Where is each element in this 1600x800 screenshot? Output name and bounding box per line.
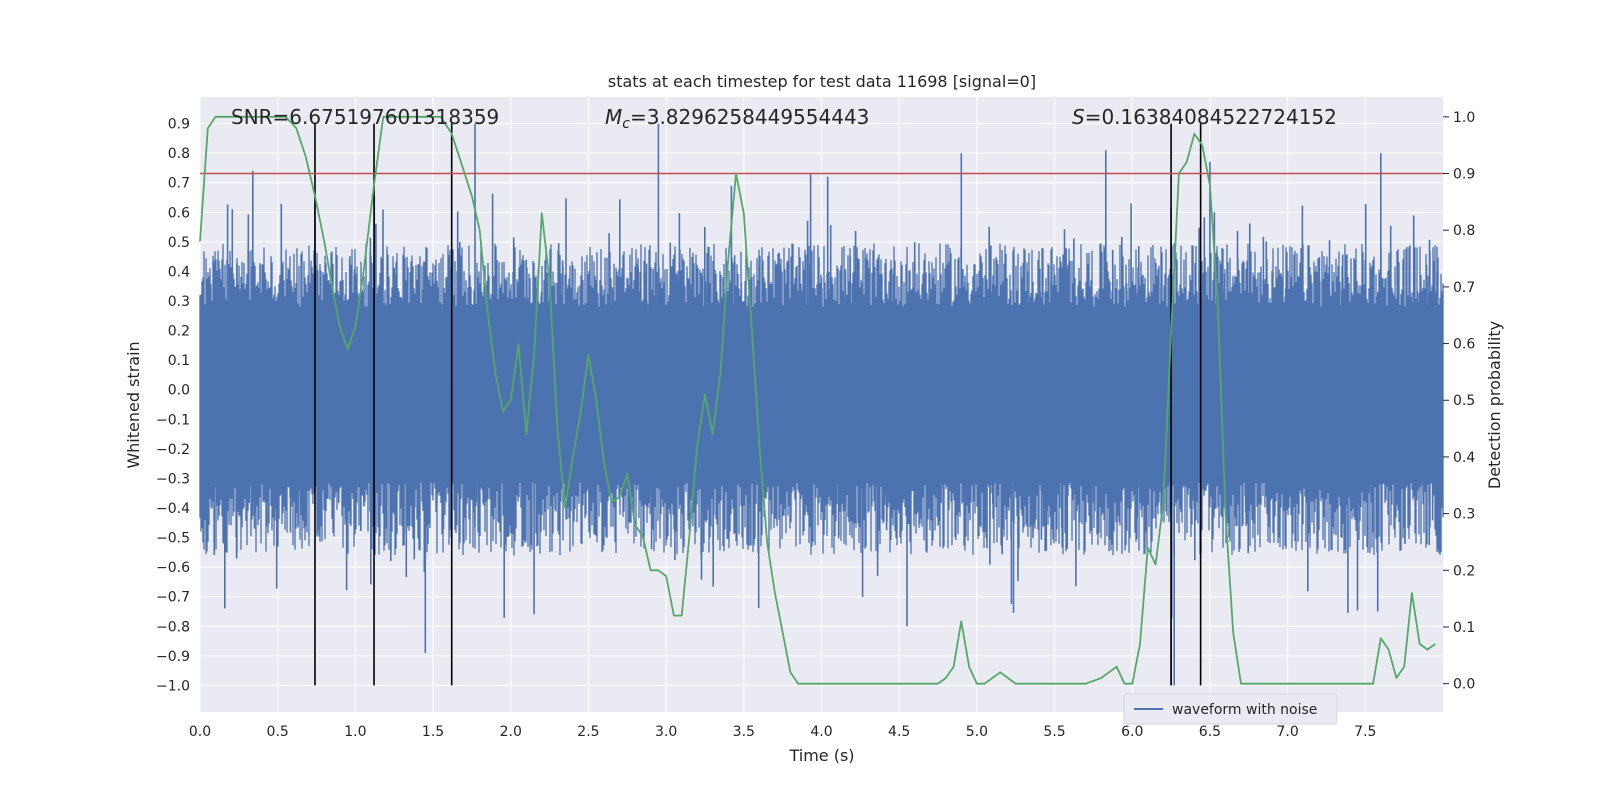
x-ticks: 0.0 0.5 1.0 1.5 2.0 2.5 3.0 3.5 4.0 4.5 5.0 5.5 6.0 6… [189, 724, 1377, 740]
y2-tick-label: 1.0 [1453, 110, 1475, 126]
mc-symbol: M [605, 105, 622, 129]
x-tick-label: 0.0 [189, 724, 211, 740]
x-tick-label: 4.5 [888, 724, 910, 740]
y-tick-label: 0.7 [168, 176, 190, 192]
y-axis-label: Whitened strain [124, 341, 143, 468]
x-tick-label: 2.5 [577, 724, 599, 740]
x-tick-label: 5.0 [966, 724, 988, 740]
y-tick-label: 0.0 [168, 383, 190, 399]
y2-tick-label: 0.0 [1453, 677, 1475, 693]
y2-tick-label: 0.7 [1453, 280, 1475, 296]
x-tick-label: 4.0 [810, 724, 832, 740]
x-tick-label: 2.0 [500, 724, 522, 740]
y-tick-label: −0.5 [156, 531, 190, 547]
x-tick-label: 6.0 [1121, 724, 1143, 740]
y-tick-label: 0.8 [168, 146, 190, 162]
waveform-series [199, 123, 1444, 686]
snr-annotation: SNR=6.675197601318359 [231, 105, 499, 129]
y-tick-label: 0.6 [168, 205, 190, 221]
y-tick-label: 0.9 [168, 117, 190, 133]
probability-series [199, 115, 1436, 685]
y-tick-label: −0.9 [156, 649, 190, 665]
y2-tick-label: 0.6 [1453, 337, 1475, 353]
y-tick-label: −0.4 [156, 501, 190, 517]
y2-axis-label: Detection probability [1485, 321, 1504, 489]
s-value: =0.16384084522724152 [1085, 105, 1337, 129]
x-tick-label: 1.5 [422, 724, 444, 740]
y-tick-label: −0.8 [156, 619, 190, 635]
y-tick-label: −0.1 [156, 412, 190, 428]
waveform-spikes [208, 123, 1438, 686]
x-tick-label: 6.5 [1199, 724, 1221, 740]
mc-value: =3.8296258449554443 [630, 105, 869, 129]
x-tick-label: 3.0 [655, 724, 677, 740]
y-tick-label: −0.7 [156, 590, 190, 606]
x-tick-label: 7.5 [1354, 724, 1376, 740]
s-symbol: S [1072, 105, 1085, 129]
mc-subscript: c [622, 116, 630, 132]
y2-tick-label: 0.1 [1453, 620, 1475, 636]
chart-title: stats at each timestep for test data 116… [608, 72, 1036, 91]
y-tick-label: 0.1 [168, 353, 190, 369]
x-tick-label: 3.5 [733, 724, 755, 740]
vertical-marker-lines [314, 123, 1202, 686]
y2-tick-label: 0.5 [1453, 393, 1475, 409]
detection-probability-line [199, 115, 1436, 685]
y-tick-label: 0.3 [168, 294, 190, 310]
s-annotation: S=0.16384084522724152 [1072, 105, 1337, 129]
x-tick-label: 0.5 [267, 724, 289, 740]
y-tick-label: −0.6 [156, 560, 190, 576]
y-tick-label: −0.2 [156, 442, 190, 458]
legend-label: waveform with noise [1172, 702, 1317, 718]
y2-ticks: 1.0 0.9 0.8 0.7 0.6 0.5 0.4 0.3 0.2 0.1 0.0 [1443, 110, 1475, 693]
y2-tick-label: 0.3 [1453, 507, 1475, 523]
y-ticks: 0.9 0.8 0.7 0.6 0.5 0.4 0.3 0.2 0.1 0.0 −0.1 −0.2 −0… [156, 117, 190, 695]
x-tick-label: 7.0 [1276, 724, 1298, 740]
y-tick-label: 0.4 [168, 264, 190, 280]
y-tick-label: 0.2 [168, 324, 190, 340]
x-tick-label: 1.0 [344, 724, 366, 740]
legend: waveform with noise [1123, 693, 1338, 725]
mc-annotation: Mc=3.8296258449554443 [605, 105, 869, 132]
y2-tick-label: 0.2 [1453, 563, 1475, 579]
x-tick-label: 5.5 [1043, 724, 1065, 740]
y2-tick-label: 0.4 [1453, 450, 1475, 466]
y-tick-label: −1.0 [156, 678, 190, 694]
y-tick-label: −0.3 [156, 471, 190, 487]
x-axis-label: Time (s) [788, 746, 854, 765]
y2-tick-label: 0.8 [1453, 223, 1475, 239]
y2-tick-label: 0.9 [1453, 167, 1475, 183]
y-tick-label: 0.5 [168, 235, 190, 251]
legend-box [1123, 693, 1338, 725]
